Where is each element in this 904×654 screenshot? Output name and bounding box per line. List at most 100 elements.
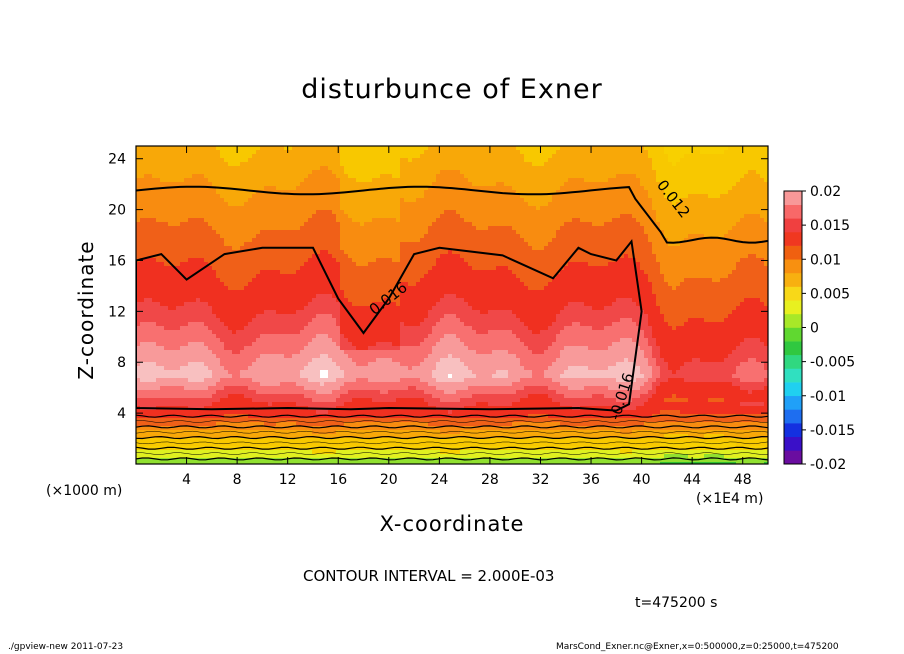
heatmap-cell (572, 214, 577, 219)
heatmap-cell (172, 230, 177, 235)
heatmap-cell (332, 266, 337, 271)
heatmap-cell (184, 182, 189, 187)
heatmap-cell (736, 230, 741, 235)
heatmap-cell (724, 162, 729, 167)
heatmap-cell (592, 186, 597, 191)
heatmap-cell (252, 262, 257, 267)
heatmap-cell (680, 146, 685, 151)
heatmap-cell (284, 238, 289, 243)
heatmap-cell (164, 210, 169, 215)
heatmap-cell (412, 198, 417, 203)
heatmap-cell (484, 262, 489, 267)
heatmap-cell (728, 146, 733, 151)
heatmap-cell (444, 174, 449, 179)
heatmap-cell (364, 194, 369, 199)
heatmap-cell (700, 162, 705, 167)
heatmap-cell (304, 226, 309, 231)
heatmap-cell (680, 210, 685, 215)
heatmap-cell (520, 246, 525, 251)
heatmap-cell (704, 246, 709, 251)
heatmap-cell (168, 190, 173, 195)
heatmap-cell (692, 154, 697, 159)
heatmap-cell (524, 266, 529, 271)
heatmap-cell (576, 146, 581, 151)
heatmap-cell (372, 238, 377, 243)
heatmap-cell (276, 174, 281, 179)
heatmap-cell (624, 194, 629, 199)
heatmap-cell (632, 178, 637, 183)
heatmap-cell (648, 170, 653, 175)
heatmap-cell (536, 226, 541, 231)
heatmap-cell (384, 230, 389, 235)
heatmap-cell (604, 238, 609, 243)
heatmap-cell (420, 198, 425, 203)
heatmap-cell (160, 150, 165, 155)
heatmap-cell (732, 258, 737, 263)
heatmap-cell (744, 222, 749, 227)
heatmap-cell (676, 226, 681, 231)
heatmap-cell (588, 222, 593, 227)
heatmap-cell (288, 266, 293, 271)
heatmap-cell (664, 230, 669, 235)
heatmap-cell (424, 178, 429, 183)
heatmap-cell (644, 190, 649, 195)
heatmap-cell (484, 246, 489, 251)
heatmap-cell (740, 234, 745, 239)
heatmap-cell (360, 246, 365, 251)
heatmap-cell (280, 226, 285, 231)
heatmap-cell (580, 214, 585, 219)
heatmap-cell (324, 250, 329, 255)
heatmap-cell (684, 262, 689, 267)
heatmap-cell (472, 230, 477, 235)
heatmap-cell (176, 182, 181, 187)
heatmap-cell (312, 270, 317, 275)
heatmap-cell (620, 178, 625, 183)
heatmap-cell (376, 166, 381, 171)
heatmap-cell (240, 262, 245, 267)
heatmap-cell (196, 182, 201, 187)
heatmap-cell (228, 238, 233, 243)
heatmap-cell (620, 218, 625, 223)
heatmap-cell (644, 258, 649, 263)
heatmap-cell (756, 198, 761, 203)
heatmap-cell (416, 214, 421, 219)
heatmap-cell (156, 162, 161, 167)
heatmap-cell (364, 210, 369, 215)
heatmap-cell (324, 194, 329, 199)
heatmap-cell (392, 234, 397, 239)
heatmap-cell (344, 250, 349, 255)
heatmap-cell (140, 246, 145, 251)
heatmap-cell (488, 230, 493, 235)
heatmap-cell (408, 150, 413, 155)
heatmap-cell (572, 206, 577, 211)
heatmap-cell (732, 170, 737, 175)
heatmap-cell (540, 222, 545, 227)
heatmap-cell (596, 258, 601, 263)
heatmap-cell (136, 234, 141, 239)
heatmap-cell (544, 258, 549, 263)
heatmap-cell (404, 226, 409, 231)
heatmap-cell (632, 226, 637, 231)
heatmap-cell (604, 258, 609, 263)
heatmap-cell (380, 262, 385, 267)
heatmap-cell (584, 174, 589, 179)
heatmap-cell (580, 158, 585, 163)
heatmap-cell (372, 198, 377, 203)
heatmap-cell (500, 210, 505, 215)
heatmap-cell (612, 194, 617, 199)
heatmap-cell (412, 154, 417, 159)
heatmap-cell (312, 206, 317, 211)
heatmap-cell (416, 166, 421, 171)
heatmap-cell (296, 194, 301, 199)
heatmap-cell (544, 146, 549, 151)
heatmap-cell (500, 206, 505, 211)
heatmap-cell (292, 238, 297, 243)
heatmap-cell (660, 226, 665, 231)
heatmap-cell (336, 234, 341, 239)
heatmap-cell (192, 162, 197, 167)
heatmap-cell (380, 158, 385, 163)
heatmap-cell (564, 218, 569, 223)
heatmap-cell (404, 194, 409, 199)
heatmap-cell (172, 210, 177, 215)
heatmap-cell (412, 158, 417, 163)
